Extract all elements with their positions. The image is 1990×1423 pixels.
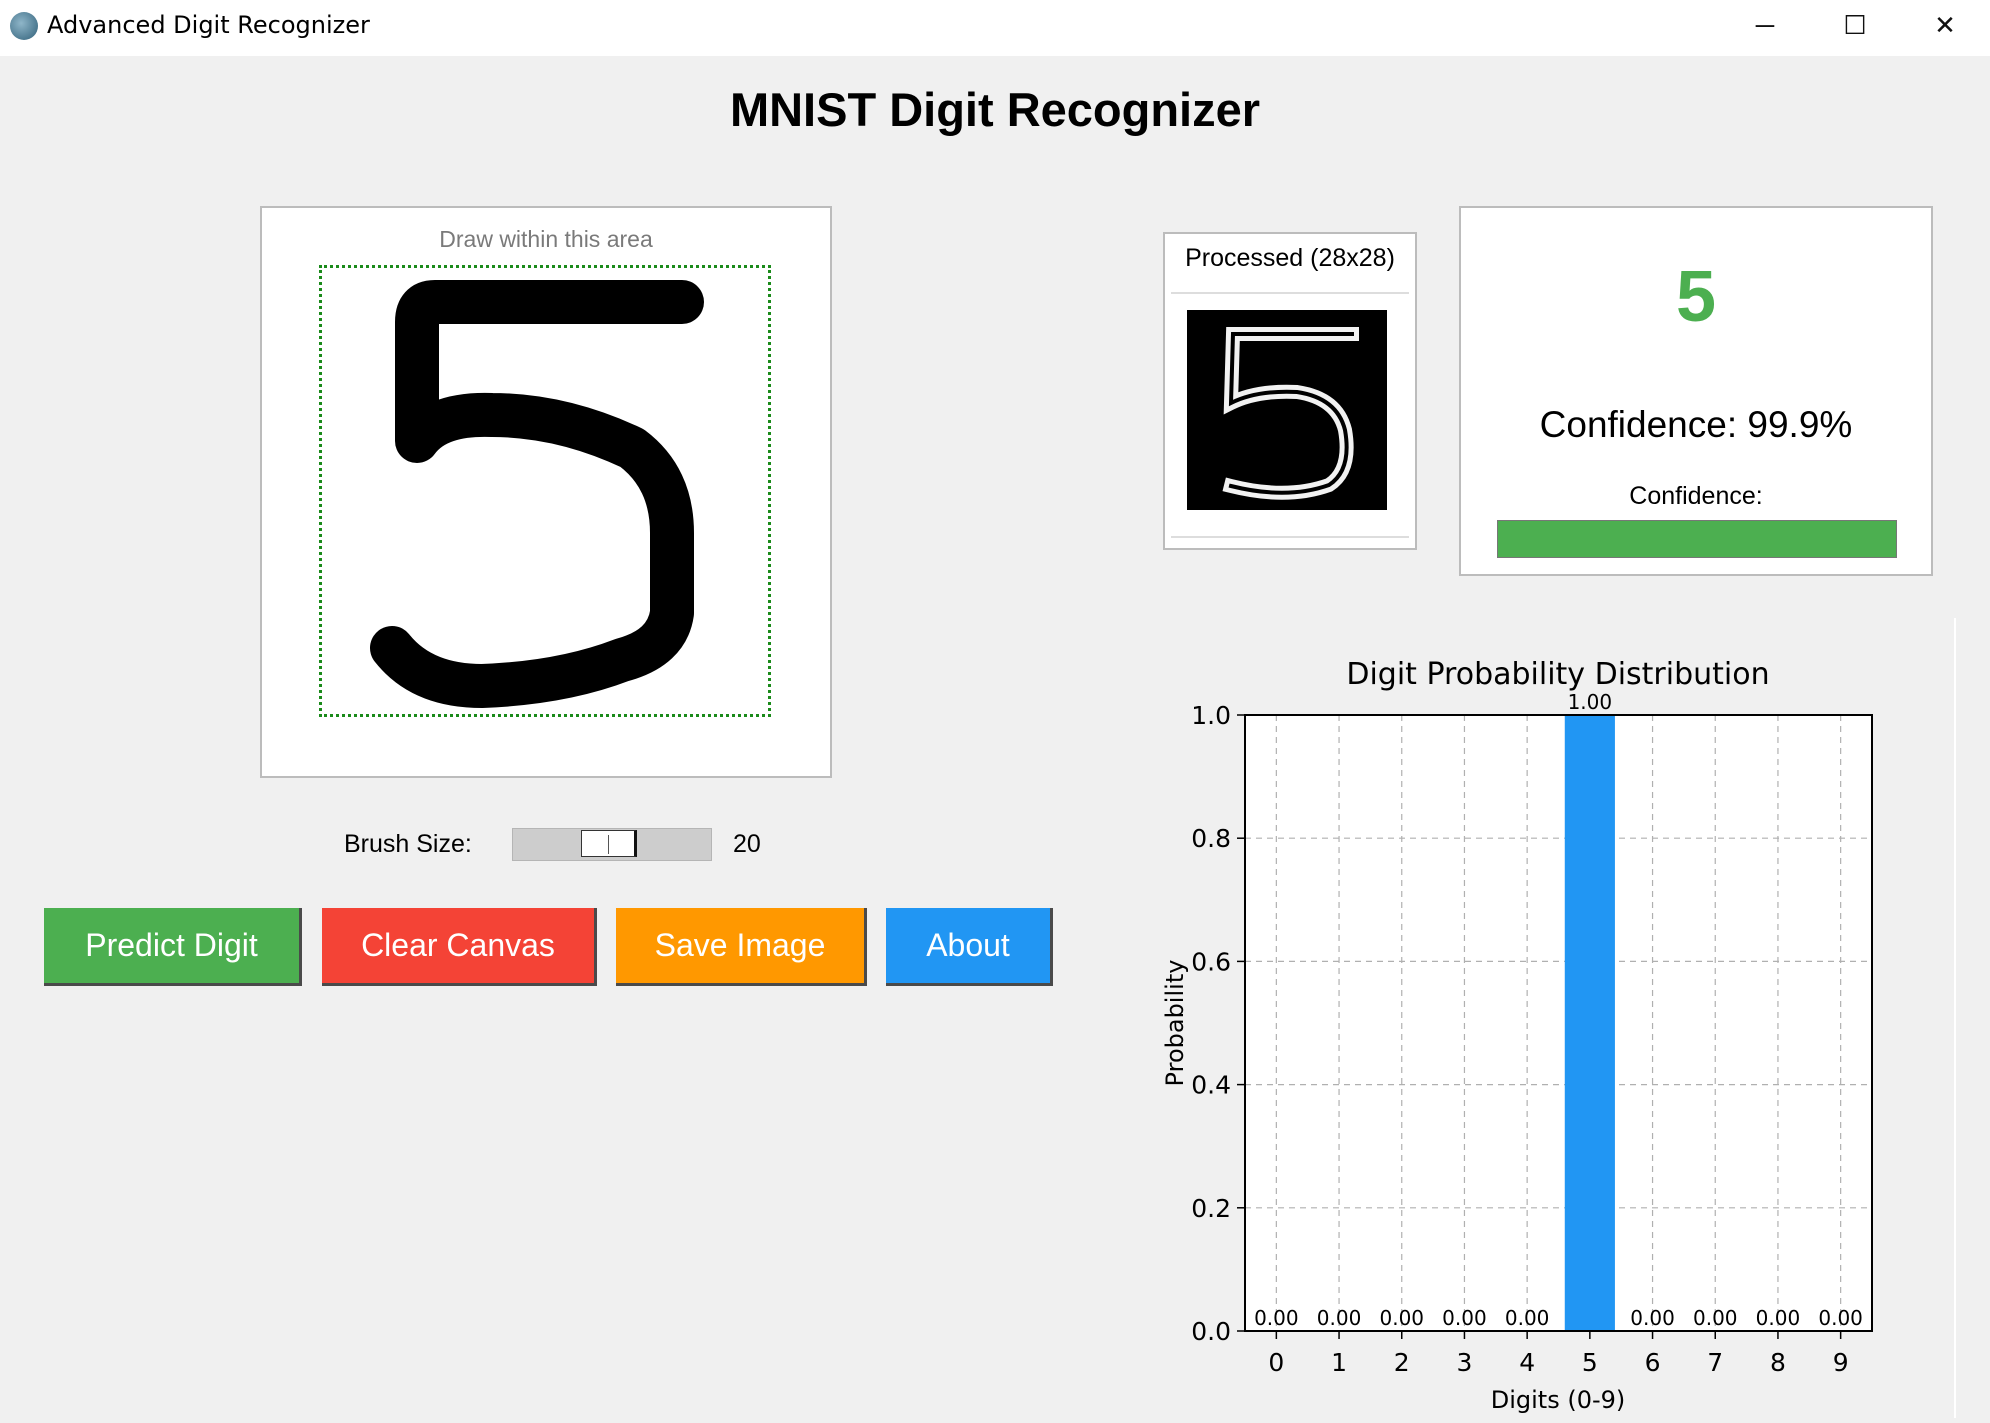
app-icon xyxy=(10,12,38,40)
bar-value-label: 0.00 xyxy=(1505,1306,1550,1330)
x-tick-label: 5 xyxy=(1582,1348,1598,1377)
processed-preview-panel: Processed (28x28) xyxy=(1163,232,1417,550)
predict-digit-button[interactable]: Predict Digit xyxy=(44,908,302,986)
window-title: Advanced Digit Recognizer xyxy=(47,11,370,39)
y-tick-label: 0.0 xyxy=(1191,1317,1231,1346)
brush-size-label: Brush Size: xyxy=(344,830,472,858)
plot-area xyxy=(1245,715,1872,1331)
slider-handle[interactable] xyxy=(581,830,637,857)
draw-hint: Draw within this area xyxy=(439,226,653,252)
predicted-digit: 5 xyxy=(1675,257,1717,337)
bar-value-label: 0.00 xyxy=(1818,1306,1863,1330)
x-tick-label: 0 xyxy=(1268,1348,1284,1377)
confidence-bar xyxy=(1497,520,1897,558)
drawn-digit-stroke xyxy=(370,280,704,708)
x-tick-label: 3 xyxy=(1456,1348,1472,1377)
brush-size-value: 20 xyxy=(733,830,761,858)
minimize-button[interactable]: ─ xyxy=(1720,0,1810,50)
bars xyxy=(1564,715,1615,1331)
x-axis-label: Digits (0-9) xyxy=(1491,1386,1626,1414)
y-tick-label: 0.2 xyxy=(1191,1194,1231,1223)
brush-size-slider[interactable] xyxy=(512,828,712,861)
close-button[interactable]: ✕ xyxy=(1900,0,1990,50)
divider xyxy=(1171,536,1409,538)
x-tick-label: 7 xyxy=(1707,1348,1723,1377)
x-tick-label: 9 xyxy=(1833,1348,1849,1377)
bar-digit-5 xyxy=(1564,715,1615,1331)
bar-value-label: 1.00 xyxy=(1568,690,1613,714)
maximize-icon: ☐ xyxy=(1843,9,1867,40)
x-tick-label: 1 xyxy=(1331,1348,1347,1377)
bar-value-label: 0.00 xyxy=(1442,1306,1487,1330)
clear-canvas-button[interactable]: Clear Canvas xyxy=(322,908,597,986)
drawing-canvas[interactable]: Draw within this area xyxy=(260,206,832,778)
close-icon: ✕ xyxy=(1934,9,1956,40)
maximize-button[interactable]: ☐ xyxy=(1810,0,1900,50)
bar-value-label: 0.00 xyxy=(1693,1306,1738,1330)
y-axis-ticks: 0.0 0.2 0.4 0.6 0.8 1.0 xyxy=(1191,701,1245,1346)
about-button[interactable]: About xyxy=(886,908,1053,986)
x-tick-label: 6 xyxy=(1645,1348,1661,1377)
page-title: MNIST Digit Recognizer xyxy=(729,83,1261,136)
processed-digit xyxy=(1222,327,1359,500)
plot-frame xyxy=(1244,714,1873,1332)
x-tick-label: 2 xyxy=(1394,1348,1410,1377)
y-tick-label: 0.4 xyxy=(1191,1071,1231,1100)
confidence-bar-label: Confidence: xyxy=(1629,482,1763,510)
x-tick-label: 8 xyxy=(1770,1348,1786,1377)
bar-value-label: 0.00 xyxy=(1756,1306,1801,1330)
prediction-result-panel: 5 Confidence: 99.9% Confidence: xyxy=(1459,206,1933,576)
y-axis-label: Probability xyxy=(1161,960,1189,1087)
title-bar: Advanced Digit Recognizer ─ ☐ ✕ xyxy=(0,0,1990,56)
x-tick-label: 4 xyxy=(1519,1348,1535,1377)
bar-value-label: 0.00 xyxy=(1317,1306,1362,1330)
bar-value-label: 0.00 xyxy=(1254,1306,1299,1330)
bar-value-label: 0.00 xyxy=(1379,1306,1424,1330)
processed-label: Processed (28x28) xyxy=(1185,244,1395,272)
bar-value-label: 0.00 xyxy=(1630,1306,1675,1330)
save-image-button[interactable]: Save Image xyxy=(616,908,867,986)
y-tick-label: 1.0 xyxy=(1191,701,1231,730)
bar-value-labels: 0.00 0.00 0.00 0.00 0.00 1.00 0.00 0.00 0.00 0.00 xyxy=(1254,690,1863,1330)
chart-title: Digit Probability Distribution xyxy=(1346,657,1769,692)
confidence-bar-fill xyxy=(1498,521,1896,557)
confidence-text: Confidence: 99.9% xyxy=(1539,404,1853,445)
y-tick-label: 0.8 xyxy=(1191,824,1231,853)
divider xyxy=(1171,292,1409,294)
y-tick-label: 0.6 xyxy=(1191,947,1231,976)
x-axis-ticks: 0 1 2 3 4 5 6 7 8 9 xyxy=(1268,1331,1849,1377)
draw-area-guide[interactable] xyxy=(319,265,771,717)
minimize-icon: ─ xyxy=(1755,9,1775,40)
processed-image xyxy=(1187,310,1387,510)
